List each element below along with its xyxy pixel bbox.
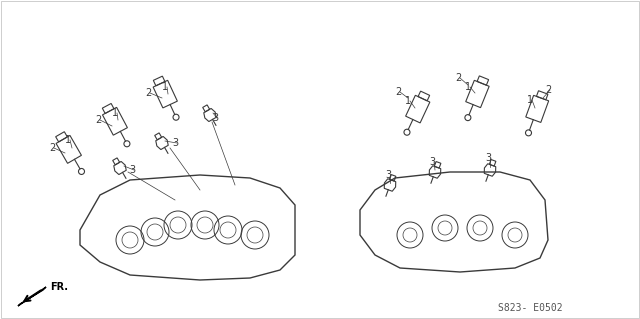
Text: 2: 2 [455,73,461,83]
Text: 1: 1 [405,96,411,106]
Text: 3: 3 [485,153,491,163]
Text: 1: 1 [465,82,471,92]
Text: 1: 1 [65,135,71,145]
Text: 2: 2 [145,88,151,98]
Text: FR.: FR. [50,282,68,292]
Text: 2: 2 [545,85,551,95]
Text: 2: 2 [395,87,401,97]
Polygon shape [18,287,46,306]
Text: S823- E0502: S823- E0502 [498,303,563,313]
Text: 1: 1 [527,95,533,105]
Text: 3: 3 [429,157,435,167]
Text: 2: 2 [95,115,101,125]
Text: 3: 3 [129,165,135,175]
Text: 1: 1 [112,108,118,118]
Text: 3: 3 [212,113,218,123]
Text: 1: 1 [162,82,168,92]
Text: 2: 2 [49,143,55,153]
Text: 3: 3 [385,170,391,180]
Text: 3: 3 [172,138,178,148]
